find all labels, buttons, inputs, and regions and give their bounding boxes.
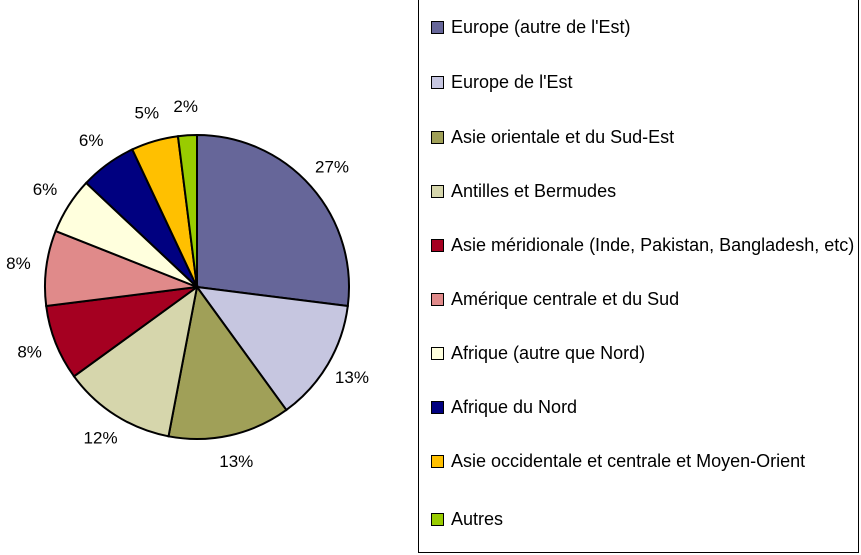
pie-slice — [176, 133, 198, 288]
legend-label: Europe (autre de l'Est) — [451, 17, 631, 37]
pie-slice — [72, 284, 199, 438]
legend-swatch — [431, 185, 444, 198]
legend-swatch — [431, 293, 444, 306]
pie-slice — [194, 285, 349, 412]
pie-slice — [196, 133, 350, 308]
legend-label: Amérique centrale et du Sud — [451, 289, 680, 309]
data-label: 12% — [84, 428, 118, 447]
data-label: 6% — [79, 131, 104, 150]
legend-swatch — [431, 21, 444, 34]
legend-item: Europe (autre de l'Est) — [431, 15, 856, 39]
legend-item: Asie méridionale (Inde, Pakistan, Bangla… — [431, 233, 856, 257]
legend-swatch — [431, 513, 444, 526]
data-label: 2% — [173, 97, 198, 116]
pie-slice — [167, 284, 288, 440]
legend-item: Europe de l'Est — [431, 70, 856, 94]
data-label: 13% — [335, 368, 369, 387]
legend-swatch — [431, 239, 444, 252]
legend-item: Autres — [431, 507, 856, 531]
legend-label: Asie méridionale (Inde, Pakistan, Bangla… — [451, 235, 855, 255]
legend-item: Asie occidentale et centrale et Moyen-Or… — [431, 449, 856, 473]
legend: Europe (autre de l'Est) Europe de l'Est As… — [418, 0, 859, 553]
legend-swatch — [431, 455, 444, 468]
data-label: 5% — [134, 104, 159, 123]
legend-label: Asie occidentale et centrale et Moyen-Or… — [451, 451, 806, 471]
legend-item: Afrique du Nord — [431, 395, 856, 419]
legend-label: Afrique (autre que Nord) — [451, 343, 646, 363]
legend-item: Afrique (autre que Nord) — [431, 341, 856, 365]
legend-label: Afrique du Nord — [451, 397, 578, 417]
legend-swatch — [431, 131, 444, 144]
pie-area: 27% 13% 13% 12% 8% 8% 6% 6% 5% 2% — [6, 97, 369, 471]
legend-swatch — [431, 76, 444, 89]
legend-swatch — [431, 401, 444, 414]
data-label: 8% — [6, 254, 31, 273]
data-label: 27% — [315, 157, 349, 176]
legend-item: Asie orientale et du Sud-Est — [431, 125, 856, 149]
data-label: 6% — [33, 180, 58, 199]
legend-label: Europe de l'Est — [451, 72, 573, 92]
data-label: 13% — [219, 452, 253, 471]
legend-swatch — [431, 347, 444, 360]
legend-label: Asie orientale et du Sud-Est — [451, 127, 675, 147]
legend-item: Antilles et Bermudes — [431, 179, 856, 203]
data-label: 8% — [17, 343, 42, 362]
legend-label: Antilles et Bermudes — [451, 181, 617, 201]
legend-item: Amérique centrale et du Sud — [431, 287, 856, 311]
legend-label: Autres — [451, 509, 504, 529]
